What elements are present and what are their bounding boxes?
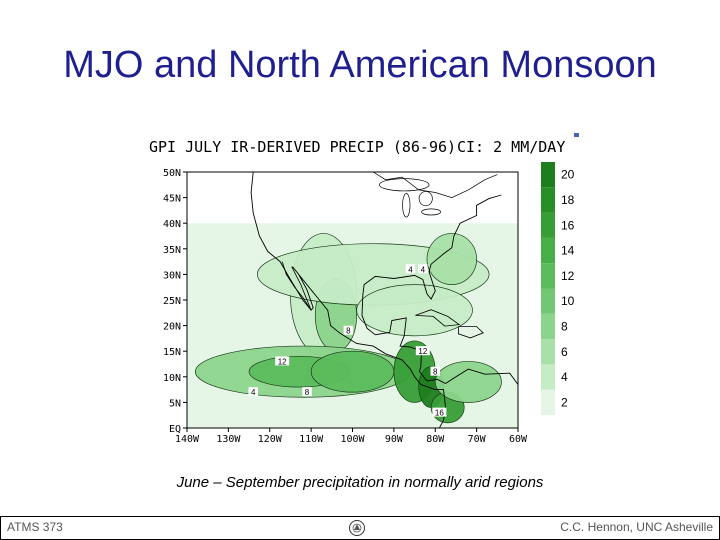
colorbar-label: 8 [561, 319, 568, 333]
x-tick-label: 60W [509, 434, 528, 445]
contour-label: 4 [408, 265, 413, 274]
course-label: ATMS 373 [7, 520, 63, 534]
canada-border-line [373, 171, 498, 198]
colorbar-swatch [541, 187, 555, 213]
precip-map-figure: GPI JULY IR-DERIVED PRECIP (86-96) CI: 2… [145, 128, 585, 450]
contour-label: 4 [421, 265, 426, 274]
colorbar-label: 20 [561, 168, 575, 182]
y-tick-label: EQ [169, 424, 181, 435]
colorbar-label: 18 [561, 193, 575, 207]
pacific-coastline [250, 171, 447, 429]
colorbar-label: 6 [561, 345, 568, 359]
x-tick-label: 100W [340, 434, 365, 445]
contour-label: 12 [278, 357, 287, 366]
colorbar-label: 12 [561, 269, 575, 283]
colorbar-swatch [541, 288, 555, 314]
y-tick-label: 35N [163, 245, 181, 256]
contour-label: 12 [418, 347, 427, 356]
slide-footer: ATMS 373 C.C. Hennon, UNC Asheville [0, 516, 720, 540]
colorbar-swatch [541, 237, 555, 264]
contour-label-bg [430, 366, 440, 376]
contour-label: 4 [251, 388, 256, 397]
x-tick-label: 90W [385, 434, 404, 445]
contour-label-bg [275, 356, 290, 366]
contour-interval-label: CI: 2 MM/DAY [457, 138, 565, 156]
y-tick-label: 50N [163, 168, 181, 179]
colorbar-swatch [541, 339, 555, 365]
colorbar-label: 14 [561, 244, 575, 258]
colorbar-swatch [541, 263, 555, 289]
y-tick-label: 20N [163, 322, 181, 333]
colorbar-label: 2 [561, 395, 568, 409]
colorbar-swatch [541, 313, 555, 340]
precip-contour-region [356, 284, 473, 337]
precip-contour-region [426, 233, 477, 285]
y-tick-label: 5N [169, 398, 181, 409]
precip-contour-region [434, 361, 502, 403]
colorbar-swatch [541, 212, 555, 238]
contour-label-bg [302, 387, 312, 397]
precip-contour-region [310, 350, 395, 393]
cuba-outline [415, 309, 461, 327]
contour-label: 8 [433, 368, 438, 377]
precip-map: GPI JULY IR-DERIVED PRECIP (86-96) CI: 2… [149, 133, 579, 445]
x-tick-label: 130W [216, 434, 241, 445]
x-tick-label: 70W [468, 434, 487, 445]
contour-label: 8 [305, 388, 310, 397]
y-tick-label: 10N [163, 373, 181, 384]
contour-label-bg [405, 264, 416, 274]
y-tick-label: 40N [163, 219, 181, 230]
colorbar-label: 16 [561, 218, 575, 232]
contour-label-bg [432, 407, 447, 417]
contour-label-bg [248, 387, 258, 397]
map-title: GPI JULY IR-DERIVED PRECIP (86-96) [149, 138, 456, 156]
x-tick-label: 120W [258, 434, 283, 445]
author-label: C.C. Hennon, UNC Asheville [560, 520, 713, 534]
x-tick-label: 80W [426, 434, 445, 445]
y-tick-label: 25N [163, 296, 181, 307]
contour-label: 16 [435, 409, 444, 418]
x-tick-label: 140W [175, 434, 200, 445]
lake-huron-outline [418, 191, 433, 207]
y-tick-label: 15N [163, 347, 181, 358]
colorbar-label: 10 [561, 294, 575, 308]
colorbar-swatch [541, 389, 555, 415]
corner-marker [574, 133, 579, 137]
baja-california-outline [281, 261, 312, 311]
university-seal-icon [349, 520, 365, 536]
colorbar-swatch [541, 162, 555, 188]
atlantic-coastline [362, 194, 502, 300]
contour-label-bg [343, 325, 354, 335]
contour-label-bg [418, 264, 428, 274]
y-tick-label: 45N [163, 194, 181, 205]
slide-title: MJO and North American Monsoon [63, 44, 657, 86]
colorbar-swatch [541, 364, 555, 390]
y-tick-label: 30N [163, 270, 181, 281]
slide-caption: June – September precipitation in normal… [176, 474, 544, 491]
colorbar-label: 4 [561, 370, 568, 384]
lake-erie-outline [421, 208, 441, 216]
contour-label-bg [415, 346, 430, 356]
x-tick-label: 110W [299, 434, 324, 445]
hispaniola-outline [458, 326, 484, 339]
lake-michigan-outline [402, 193, 411, 218]
contour-label: 8 [346, 327, 351, 336]
